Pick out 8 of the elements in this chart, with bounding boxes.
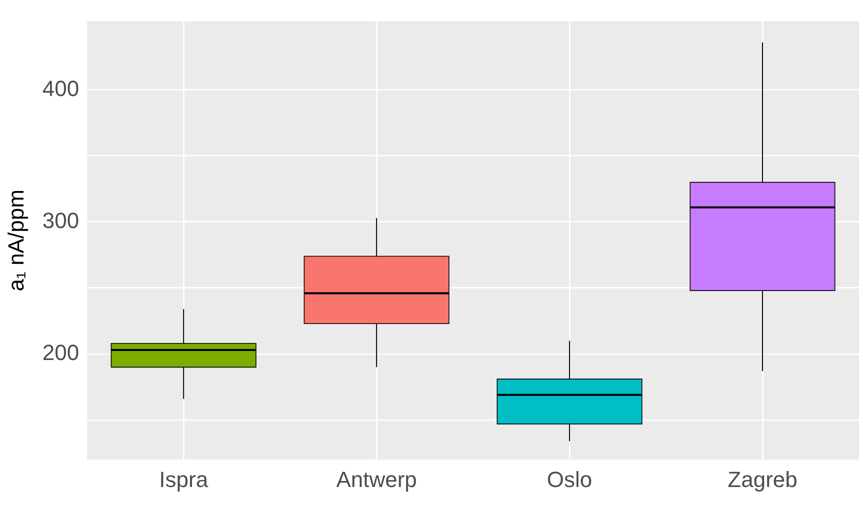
y-tick-label: 200	[42, 340, 80, 366]
x-tick-label: Zagreb	[728, 466, 798, 492]
y-tick-label: 400	[42, 76, 80, 101]
x-tick-label: Oslo	[546, 466, 592, 492]
y-tick-label: 300	[42, 208, 80, 233]
x-tick-label: Antwerp	[336, 466, 417, 492]
y-axis-title: a₁ nA/ppm	[3, 190, 28, 292]
x-tick-label: Ispra	[159, 466, 209, 492]
